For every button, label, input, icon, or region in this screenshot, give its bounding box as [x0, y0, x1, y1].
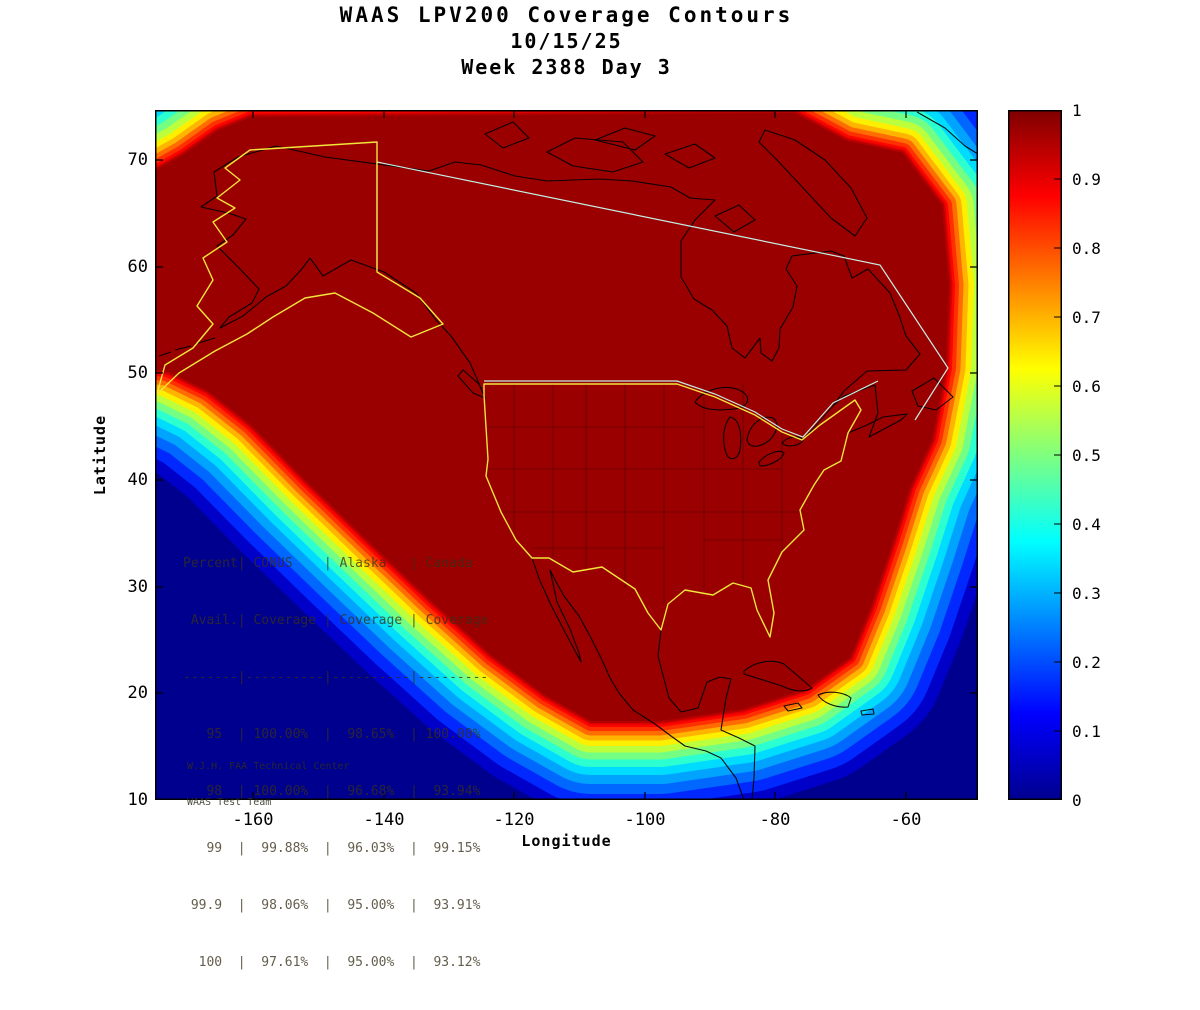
axis-tick-marks [155, 110, 978, 800]
caribbean-islands [743, 660, 875, 716]
plot-area: Percent| CONUS | Alaska | Canada Avail.|… [155, 110, 978, 970]
y-tick-label: 30 [127, 577, 148, 597]
x-axis-label: Longitude [521, 832, 612, 850]
newfoundland-island [911, 377, 954, 411]
colorbar-tick-label: 0.2 [1072, 653, 1101, 672]
y-tick-label: 60 [127, 257, 148, 277]
chart-title: WAAS LPV200 Coverage Contours [339, 3, 794, 27]
credit-line: WAAS Test Team [187, 797, 272, 808]
state-borders [488, 384, 804, 603]
alaska-outline [156, 141, 444, 395]
colorbar-border [1008, 110, 1062, 800]
table-row: 100 | 97.61% | 95.00% | 93.12% [183, 955, 481, 970]
colorbar-tick-label: 0.1 [1072, 722, 1101, 741]
colorbar-gradient [1008, 110, 1062, 800]
table-row: -------|----------|----------|--------- [183, 670, 489, 685]
colorbar-tick-label: 0.6 [1072, 377, 1101, 396]
y-tick-label: 50 [127, 363, 148, 383]
colorbar-tick-label: 0.9 [1072, 170, 1101, 189]
colorbar-tick-label: 0.5 [1072, 446, 1101, 465]
plot-border [155, 110, 978, 800]
y-tick-label: 10 [127, 790, 148, 810]
x-tick-label: -100 [624, 810, 666, 830]
colorbar-tick-label: 0.3 [1072, 584, 1101, 603]
x-tick-label: -160 [232, 810, 274, 830]
table-row: 99.9 | 98.06% | 95.00% | 93.91% [183, 898, 481, 913]
region-outlines [156, 141, 862, 638]
colorbar-tick-label: 1 [1072, 101, 1082, 120]
table-row: 99 | 99.88% | 96.03% | 99.15% [183, 841, 481, 856]
credit-line: W.J.H. FAA Technical Center [187, 761, 350, 772]
colorbar-tick-marks [1054, 178, 1062, 732]
aleutian-islands [158, 337, 216, 357]
vancouver-island [457, 369, 486, 399]
chart-week-day: Week 2388 Day 3 [461, 55, 672, 79]
colorbar [1008, 110, 1062, 800]
colorbar-tick-label: 0.7 [1072, 308, 1101, 327]
x-tick-label: -60 [890, 810, 922, 830]
credit-text: W.J.H. FAA Technical Center WAAS Test Te… [187, 737, 350, 833]
table-row: Percent| CONUS | Alaska | Canada [183, 556, 473, 571]
greenland-edge [916, 111, 978, 155]
map-svg [155, 110, 978, 800]
x-tick-label: -80 [759, 810, 791, 830]
colorbar-tick-label: 0.8 [1072, 239, 1101, 258]
table-row: 98 | 100.00% | 96.68% | 93.94% [183, 784, 481, 799]
y-tick-label: 20 [127, 683, 148, 703]
chart-date: 10/15/25 [510, 29, 623, 53]
y-axis-label: Latitude [91, 414, 109, 496]
x-tick-label: -140 [363, 810, 405, 830]
conus-outline [483, 383, 862, 638]
colorbar-tick-label: 0 [1072, 791, 1082, 810]
y-tick-label: 40 [127, 470, 148, 490]
table-row: Avail.| Coverage | Coverage | Coverage [183, 613, 489, 628]
table-row: 95 | 100.00% | 98.65% | 100.00% [183, 727, 481, 742]
title-block: WAAS LPV200 Coverage Contours 10/15/25 W… [155, 2, 978, 80]
x-tick-label: -120 [493, 810, 535, 830]
arctic-islands [484, 121, 868, 237]
y-tick-label: 70 [127, 150, 148, 170]
colorbar-tick-label: 0.4 [1072, 515, 1101, 534]
